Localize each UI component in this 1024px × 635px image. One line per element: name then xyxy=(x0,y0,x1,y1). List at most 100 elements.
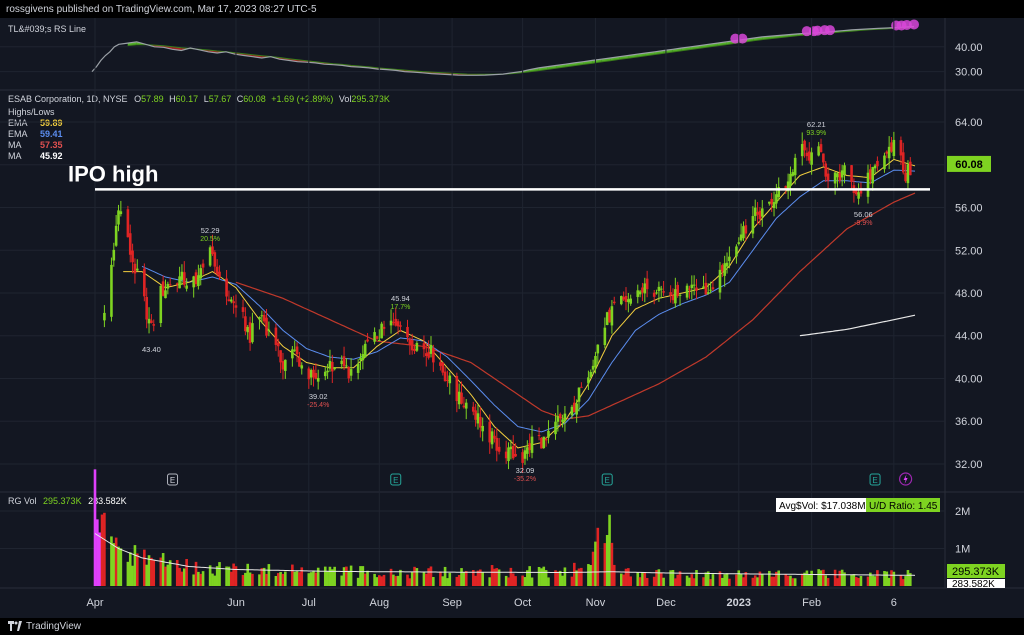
volume-bar xyxy=(276,573,280,586)
earnings-marker-icon[interactable]: E xyxy=(869,473,881,486)
ipo-high-annotation[interactable]: IPO high xyxy=(68,161,930,191)
volume-bar xyxy=(876,570,879,586)
candle-body xyxy=(622,297,625,300)
candle-body xyxy=(742,226,745,239)
earnings-marker-icon[interactable]: E xyxy=(390,473,402,486)
volume-bar xyxy=(185,559,188,586)
volume-bar xyxy=(462,572,466,586)
footer-brand: TradingView xyxy=(26,621,82,632)
candle-body xyxy=(164,290,167,299)
volume-bar xyxy=(591,551,595,586)
volume-bar xyxy=(464,571,468,586)
volume-bar xyxy=(133,545,137,586)
chart-svg[interactable]: TL&#039;s RS Line 30.00 40.00 ESAB Corpor… xyxy=(0,18,1024,618)
volume-bar xyxy=(711,574,715,586)
chart-area[interactable]: TL&#039;s RS Line 30.00 40.00 ESAB Corpor… xyxy=(0,18,1024,618)
candle-body xyxy=(511,445,515,459)
volume-bar xyxy=(638,577,642,586)
candle-body xyxy=(857,192,860,199)
time-label: 2023 xyxy=(727,597,751,609)
volume-bar xyxy=(704,572,708,586)
volume-bar xyxy=(753,575,757,586)
candle-body xyxy=(819,144,823,153)
volume-bar xyxy=(530,577,534,586)
volume-bar xyxy=(789,575,792,586)
volume-bar xyxy=(265,573,268,586)
volume-bar xyxy=(890,570,893,586)
candle-body xyxy=(892,139,896,157)
price-scale[interactable]: 32.0036.0040.0044.0048.0052.0056.0060.00… xyxy=(947,117,991,471)
volume-bar xyxy=(131,565,134,586)
earnings-marker-icon[interactable]: E xyxy=(167,473,179,486)
candle-body xyxy=(284,359,287,371)
earnings-marker-icon[interactable]: E xyxy=(601,473,613,486)
volume-bar xyxy=(349,565,353,586)
candle-body xyxy=(575,403,578,415)
candle-body xyxy=(904,172,907,182)
candle-body xyxy=(298,357,301,367)
candle-body xyxy=(890,142,893,152)
legend-label: EMA xyxy=(8,118,28,128)
volume-tick-label: 1M xyxy=(955,544,970,556)
candle-body xyxy=(201,263,205,268)
candle-body xyxy=(711,287,715,290)
volume-bar xyxy=(244,572,247,586)
volume-bar xyxy=(784,574,788,586)
candle-body xyxy=(410,340,414,351)
candle-body xyxy=(493,435,496,439)
candle-body xyxy=(150,320,153,323)
volume-bar xyxy=(128,552,132,586)
volume-bar xyxy=(871,575,875,586)
candle-body xyxy=(119,211,123,215)
candle-body xyxy=(685,285,689,298)
earnings-box xyxy=(167,473,179,486)
price-gridlines xyxy=(0,18,945,588)
candle-body xyxy=(349,369,353,376)
volume-bar xyxy=(840,569,844,586)
candle-body xyxy=(462,405,466,408)
candle-body xyxy=(399,325,402,327)
volume-bar xyxy=(692,578,696,586)
volume-bar xyxy=(636,572,640,586)
volume-bar xyxy=(629,576,633,586)
volume-ma-tag xyxy=(947,579,1005,588)
volume-bar xyxy=(612,564,616,586)
legend-value: 45.92 xyxy=(40,151,63,161)
volume-bar xyxy=(441,576,445,586)
volume-bar xyxy=(669,570,672,586)
time-label: Feb xyxy=(802,597,821,609)
candle-body xyxy=(674,289,677,304)
volume-bar xyxy=(866,576,870,586)
candle-body xyxy=(876,160,879,167)
volume-bar xyxy=(652,576,656,586)
time-scale[interactable]: Apr Jun Jul Aug Sep Oct Nov Dec 2023 Feb 6 xyxy=(86,597,896,609)
volume-bar xyxy=(526,570,529,586)
volume-bar xyxy=(295,571,299,586)
volume-bar xyxy=(775,571,778,586)
candle-body xyxy=(899,140,903,156)
candle-body xyxy=(147,318,151,324)
volume-bar xyxy=(575,570,578,586)
lightning-icon[interactable] xyxy=(899,472,913,486)
ohlc-high: 60.17 xyxy=(176,94,199,104)
candle-body xyxy=(143,268,146,297)
volume-bar xyxy=(819,570,823,586)
candle-body xyxy=(885,151,889,154)
candle-body xyxy=(312,369,315,378)
rs-price-scale[interactable]: 30.00 40.00 xyxy=(955,42,983,79)
volume-bar xyxy=(671,569,675,586)
price-tick-label: 40.00 xyxy=(955,373,983,385)
candle-body xyxy=(342,356,346,367)
candle-body xyxy=(443,371,447,382)
candle-body xyxy=(817,146,820,156)
volume-bar xyxy=(542,566,546,586)
volume-bar xyxy=(262,567,266,586)
volume-bar xyxy=(805,570,809,586)
time-label: 6 xyxy=(891,597,897,609)
volume-bar xyxy=(114,537,118,586)
volume-bar xyxy=(695,570,698,586)
